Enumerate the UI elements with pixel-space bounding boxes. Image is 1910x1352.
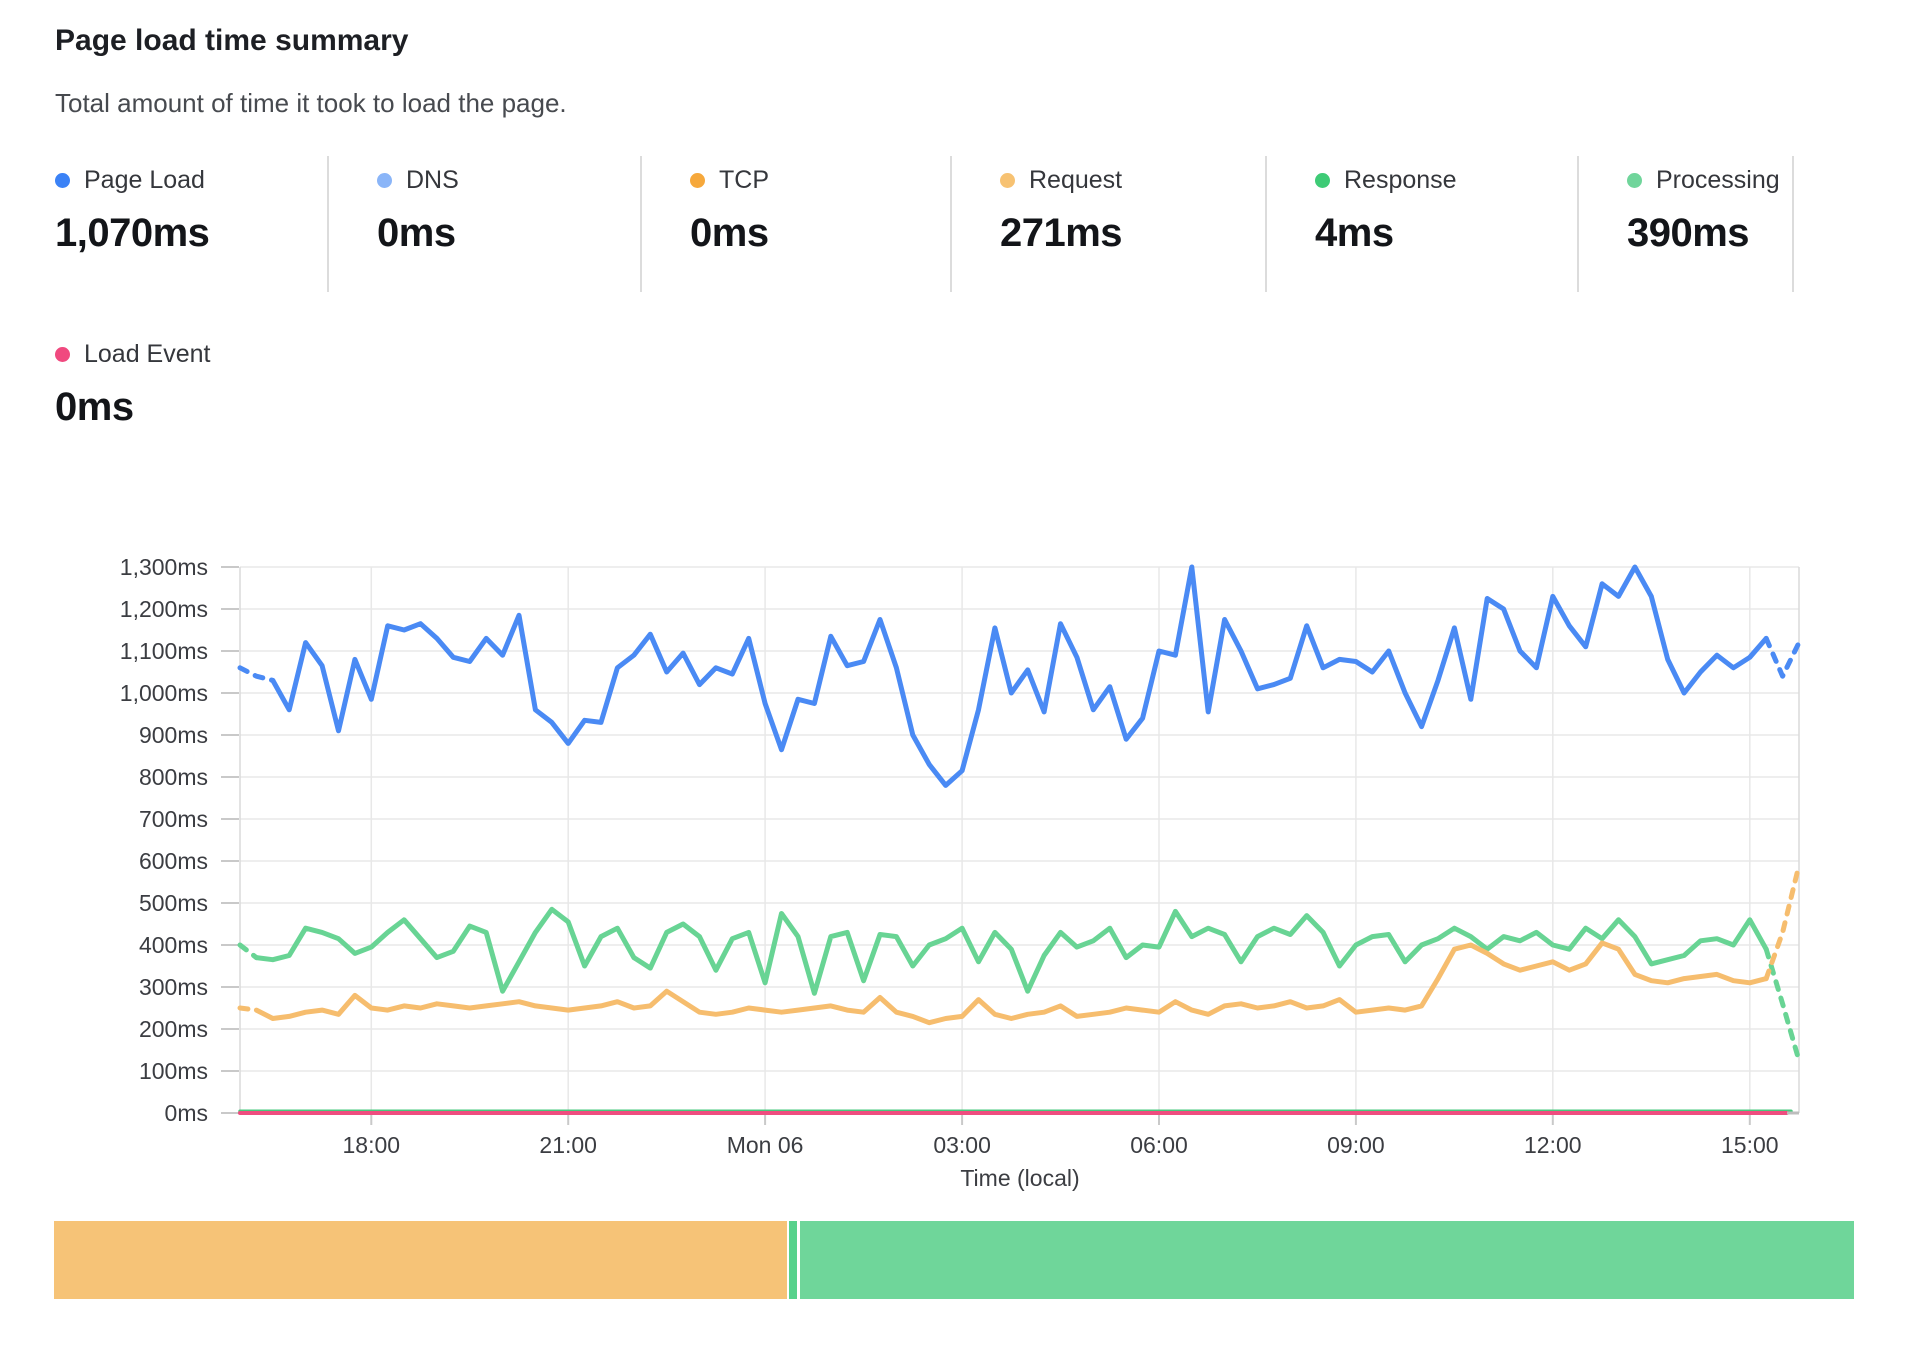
svg-text:15:00: 15:00 [1721,1132,1779,1158]
svg-text:600ms: 600ms [139,848,208,874]
stat-response: Response 4ms [1267,156,1579,292]
svg-text:800ms: 800ms [139,764,208,790]
bar-segment-passing[interactable] [800,1221,1854,1299]
stat-value: 0ms [377,211,456,255]
stat-value: 271ms [1000,211,1123,255]
svg-text:200ms: 200ms [139,1016,208,1042]
svg-text:500ms: 500ms [139,890,208,916]
svg-text:900ms: 900ms [139,722,208,748]
stat-value: 4ms [1315,211,1394,255]
svg-text:1,100ms: 1,100ms [120,638,208,664]
svg-text:1,200ms: 1,200ms [120,596,208,622]
bar-segment-passing[interactable] [789,1221,797,1299]
processing-legend-dot-icon [1627,173,1642,188]
stat-load-event: Load Event 0ms [0,330,211,430]
svg-text:1,300ms: 1,300ms [120,554,208,580]
stat-label: TCP [719,166,769,194]
svg-text:0ms: 0ms [165,1100,208,1126]
request-legend-dot-icon [1000,173,1015,188]
svg-text:06:00: 06:00 [1130,1132,1188,1158]
status-timeline-bar[interactable] [54,1221,1854,1299]
svg-text:Mon 06: Mon 06 [727,1132,804,1158]
stat-tcp: TCP 0ms [642,156,952,292]
stat-processing: Processing 390ms [1579,156,1794,292]
tcp-legend-dot-icon [690,173,705,188]
stat-value: 0ms [55,385,134,429]
svg-text:700ms: 700ms [139,806,208,832]
bar-segment-gap [797,1221,800,1299]
stat-label: DNS [406,166,459,194]
svg-text:100ms: 100ms [139,1058,208,1084]
dns-legend-dot-icon [377,173,392,188]
stat-label: Request [1029,166,1123,194]
page-load-legend-dot-icon [55,173,70,188]
stat-label: Load Event [84,340,211,368]
stat-value: 1,070ms [55,211,210,255]
stat-label: Page Load [84,166,205,194]
stat-value: 0ms [690,211,769,255]
svg-text:1,000ms: 1,000ms [120,680,208,706]
load-event-legend-dot-icon [55,347,70,362]
stat-label: Response [1344,166,1457,194]
metrics-summary-row-2: Load Event 0ms [0,330,211,430]
stat-page-load: Page Load 1,070ms [0,156,329,292]
svg-text:18:00: 18:00 [343,1132,401,1158]
bar-segment-gap [787,1221,789,1299]
svg-text:03:00: 03:00 [933,1132,991,1158]
page-title: Page load time summary [55,24,409,57]
metrics-summary-row: Page Load 1,070ms DNS 0ms TCP 0ms Reques… [0,156,1794,292]
stat-label: Processing [1656,166,1780,194]
svg-text:12:00: 12:00 [1524,1132,1582,1158]
stat-value: 390ms [1627,211,1750,255]
bar-segment-degraded[interactable] [54,1221,787,1299]
response-legend-dot-icon [1315,173,1330,188]
svg-text:400ms: 400ms [139,932,208,958]
stat-dns: DNS 0ms [329,156,642,292]
svg-text:09:00: 09:00 [1327,1132,1385,1158]
stat-request: Request 271ms [952,156,1267,292]
svg-text:21:00: 21:00 [539,1132,597,1158]
svg-text:Time (local): Time (local) [960,1165,1079,1191]
svg-text:300ms: 300ms [139,974,208,1000]
page-subtitle: Total amount of time it took to load the… [55,88,567,118]
